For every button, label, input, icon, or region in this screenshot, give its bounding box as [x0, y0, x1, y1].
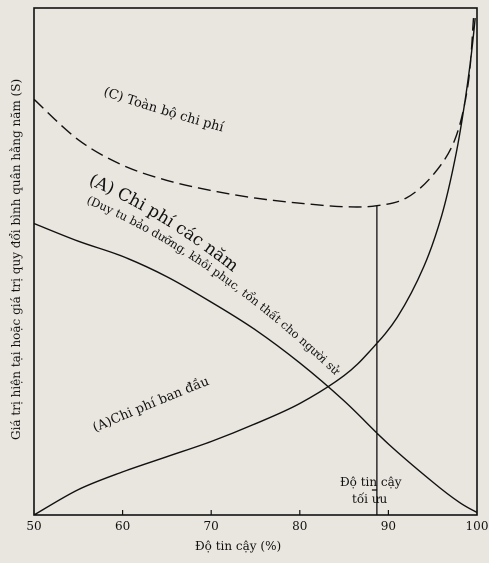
x-tick-label-90: 90 [381, 519, 396, 533]
x-tick-label-80: 80 [292, 519, 307, 533]
x-axis-ticks: 50 60 70 80 90 100 [26, 510, 488, 533]
y-axis-title: Giá trị hiện tại hoặc giá trị quy đổi bì… [8, 79, 23, 440]
plot-frame [33, 7, 478, 516]
subsequent-cost-label: (A) Chi phí các năm tiếp theo [0, 0, 242, 276]
subsequent-cost-note: (Duy tu bảo dưỡng, khôi phục, tổn thất c… [0, 0, 345, 380]
subsequent-cost-curve [33, 222, 478, 514]
x-tick-label-70: 70 [204, 519, 219, 533]
initial-cost-label: (A)Chi phí ban đầu [91, 374, 212, 436]
x-tick-label-50: 50 [26, 519, 41, 533]
total-cost-label: (C) Toàn bộ chi phí [102, 85, 226, 136]
series-layer [33, 18, 478, 516]
optimum-label-line1: Độ tin cậy [340, 475, 402, 489]
x-axis-title: Độ tin cậy (%) [195, 539, 281, 553]
optimum-label-line2: tối ưu [352, 491, 388, 506]
x-tick-label-100: 100 [466, 519, 489, 533]
x-tick-label-60: 60 [115, 519, 130, 533]
initial-cost-curve [33, 18, 476, 516]
total-cost-curve [33, 18, 475, 208]
